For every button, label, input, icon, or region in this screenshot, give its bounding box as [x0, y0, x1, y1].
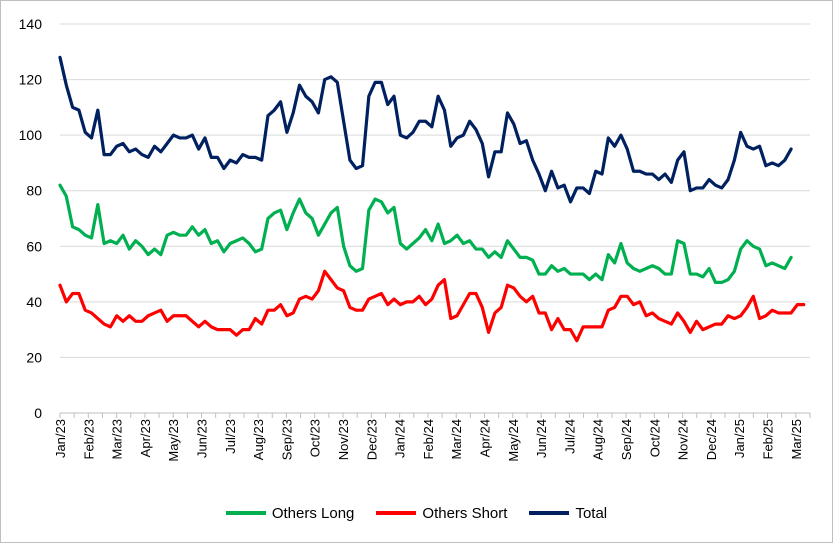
y-tick-label: 140	[19, 16, 43, 32]
x-tick-label: Feb/25	[761, 419, 776, 459]
x-tick-label: Mar/25	[789, 419, 804, 459]
legend-swatch-others-long	[225, 511, 266, 515]
x-tick-label: Mar/23	[110, 419, 125, 459]
legend-swatch-others-short	[376, 511, 417, 515]
x-tick-label: Jan/24	[393, 419, 408, 458]
gridlines	[60, 23, 810, 358]
legend-label-others-short: Others Short	[422, 504, 508, 522]
y-tick-label: 80	[26, 183, 42, 199]
y-tick-label: 120	[19, 72, 43, 88]
y-tick-label: 100	[19, 127, 43, 143]
x-tick-label: Apr/23	[138, 419, 153, 457]
series-lines	[58, 55, 806, 343]
x-tick-label: Sep/24	[619, 419, 634, 460]
x-tick-label: Jan/25	[732, 419, 747, 458]
x-axis-tick-marks	[59, 413, 811, 418]
series-line-others-long	[58, 183, 793, 285]
y-axis-ticks: 0 20 40 60 80 100 120 140	[19, 16, 43, 421]
x-tick-label: Nov/23	[336, 419, 351, 460]
x-tick-label: Dec/24	[704, 419, 719, 460]
legend-label-total: Total	[575, 504, 608, 522]
x-tick-label: Jul/24	[562, 419, 577, 454]
x-tick-label: May/23	[166, 419, 181, 462]
y-tick-label: 20	[26, 349, 42, 365]
y-tick-label: 60	[26, 238, 42, 254]
x-tick-label: Jan/23	[53, 419, 68, 458]
x-tick-label: Feb/24	[421, 419, 436, 459]
x-tick-label: May/24	[506, 419, 521, 462]
legend-item-total: Total	[529, 505, 607, 522]
series-line-total	[58, 55, 793, 204]
y-tick-label: 0	[34, 405, 42, 421]
x-tick-label: Oct/23	[308, 419, 323, 457]
series-line-others-short	[58, 269, 806, 343]
y-tick-label: 40	[26, 294, 42, 310]
x-tick-label: Aug/24	[591, 419, 606, 460]
legend-label-others-long: Others Long	[271, 504, 355, 522]
x-axis-ticks: Jan/23 Feb/23 Mar/23 Apr/23 May/23 Jun/23 Jul/…	[53, 419, 804, 462]
x-tick-label: Sep/23	[279, 419, 294, 460]
x-tick-label: Oct/24	[647, 419, 662, 457]
x-tick-label: Nov/24	[676, 419, 691, 460]
legend-item-others-long: Others Long	[225, 504, 355, 522]
legend: Others Long Others Short Total	[0, 503, 833, 523]
legend-item-others-short: Others Short	[376, 505, 507, 522]
x-tick-label: Feb/23	[81, 419, 96, 459]
x-tick-label: Jun/23	[195, 419, 210, 458]
x-tick-label: Aug/23	[251, 419, 266, 460]
x-tick-label: Apr/24	[478, 419, 493, 457]
x-tick-label: Mar/24	[449, 419, 464, 459]
x-tick-label: Dec/23	[364, 419, 379, 460]
x-tick-label: Jun/24	[534, 419, 549, 458]
legend-swatch-total	[529, 511, 570, 515]
x-tick-label: Jul/23	[223, 419, 238, 454]
